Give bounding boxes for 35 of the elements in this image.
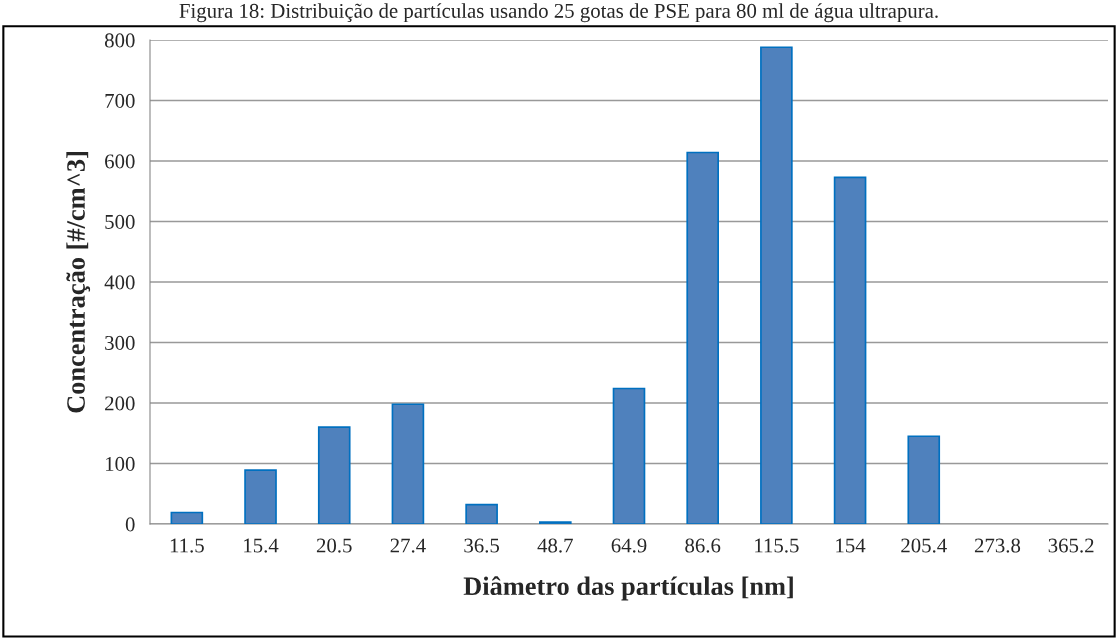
y-tick-label: 100	[106, 456, 135, 471]
x-tick-label: 48.7	[537, 538, 573, 553]
x-tick-label: 273.8	[974, 538, 1021, 553]
bar	[760, 46, 793, 524]
y-tick-label: 800	[104, 33, 135, 48]
y-axis-title: Concentração [#/cm^3]	[66, 152, 91, 413]
x-tick-label: 15.4	[244, 538, 279, 553]
chart-title: Figura 18: Distribuição de partículas usando 25 gotas de PSE para 80 ml de água ultrapura.	[179, 3, 938, 23]
x-tick-label: 365.2	[1048, 538, 1094, 553]
y-tick-label: 200	[105, 396, 135, 411]
x-tick-label: 20.5	[316, 538, 352, 553]
x-tick-label: 11.5	[170, 538, 204, 553]
x-tick-label: 115.5	[755, 538, 799, 553]
x-axis-title: Diâmetro das partículas [nm]	[463, 576, 793, 601]
x-tick-label: 64.9	[611, 538, 647, 553]
bar	[317, 426, 351, 524]
bar	[244, 469, 277, 524]
y-tick-label: 500	[105, 214, 135, 229]
x-tick-label: 36.5	[464, 538, 500, 553]
bar	[686, 151, 720, 524]
x-tick-label: 154	[836, 538, 866, 553]
bar	[612, 387, 646, 524]
y-tick-label: 300	[105, 335, 135, 350]
bar	[391, 403, 425, 524]
y-tick-label: 0	[125, 517, 135, 532]
bar	[833, 176, 867, 524]
x-tick-label: 86.6	[685, 538, 721, 553]
bar	[907, 435, 941, 524]
y-tick-label: 600	[105, 154, 135, 169]
bar	[465, 503, 498, 524]
y-tick-label: 400	[104, 275, 135, 290]
y-tick-label: 700	[105, 93, 135, 108]
bar	[170, 511, 204, 524]
x-tick-label: 205.4	[901, 538, 947, 553]
x-tick-label: 27.4	[390, 538, 426, 553]
